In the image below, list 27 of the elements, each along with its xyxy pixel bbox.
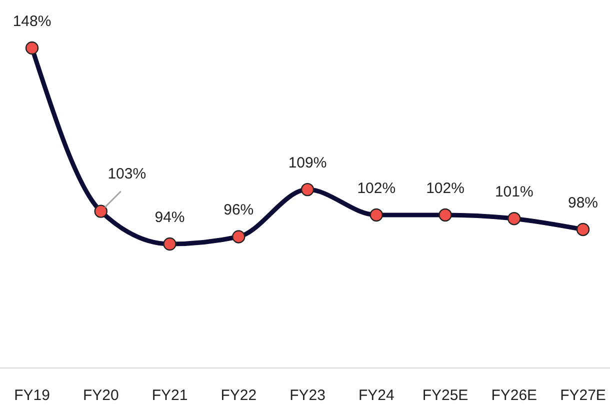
x-tick-label: FY19 — [14, 387, 50, 404]
x-tick-label: FY26E — [491, 387, 538, 404]
point — [508, 212, 521, 226]
point — [438, 208, 452, 222]
point — [25, 41, 39, 55]
data-label: 94% — [154, 209, 185, 226]
data-label: 98% — [568, 194, 598, 212]
point — [576, 222, 590, 236]
data-label: 103% — [108, 165, 146, 182]
point — [300, 182, 314, 196]
x-tick-label: FY27E — [560, 387, 606, 404]
point — [163, 237, 176, 251]
x-tick-label: FY23 — [290, 387, 326, 404]
data-label: 101% — [494, 184, 534, 201]
point — [232, 230, 246, 244]
data-label: 102% — [426, 180, 464, 197]
data-label: 148% — [12, 13, 52, 30]
point — [94, 204, 108, 218]
data-label: 109% — [288, 154, 327, 172]
x-tick-label: FY21 — [152, 387, 188, 404]
data-label: 102% — [357, 180, 396, 197]
x-tick-label: FY20 — [82, 387, 119, 404]
x-tick-label: FY25E — [422, 387, 468, 404]
point — [370, 208, 383, 222]
data-label: 96% — [224, 202, 254, 219]
x-tick-label: FY24 — [358, 387, 394, 404]
x-tick-label: FY22 — [220, 387, 257, 404]
